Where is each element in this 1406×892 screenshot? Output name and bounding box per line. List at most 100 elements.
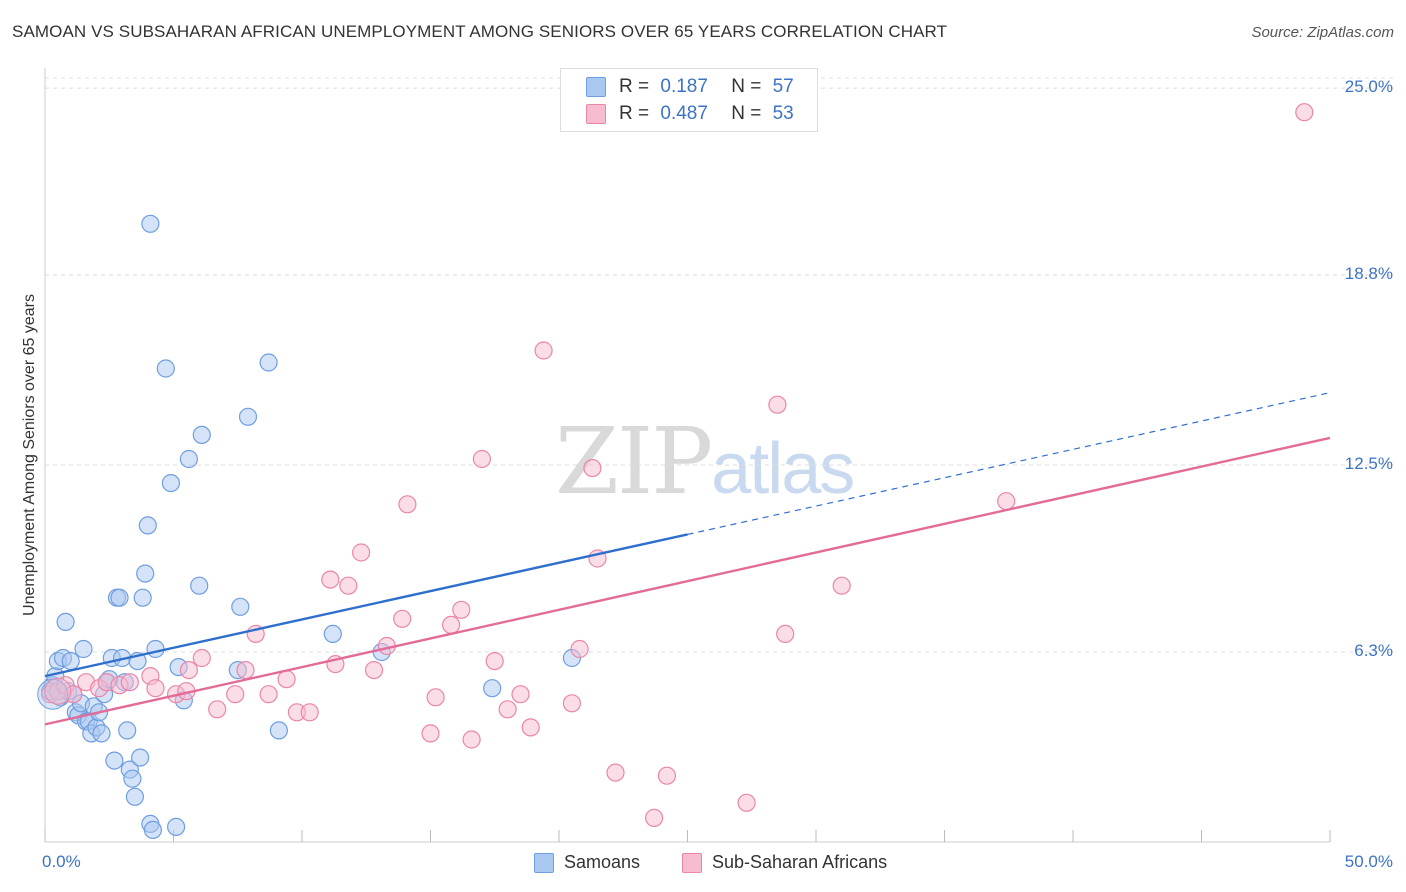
samoan-point-36 bbox=[133, 588, 152, 607]
legend-label-subsaharan: Sub-Saharan Africans bbox=[712, 852, 888, 872]
subsaharan-point-44 bbox=[583, 459, 602, 478]
subsaharan-point-37 bbox=[485, 651, 504, 671]
legend-text-samoans: R = 0.187 N = 57 bbox=[619, 76, 794, 98]
legend-swatch-samoans bbox=[586, 77, 606, 97]
correlation-legend: R = 0.187 N = 57 R = 0.487 N = 53 bbox=[560, 68, 818, 132]
chart-title: SAMOAN VS SUBSAHARAN AFRICAN UNEMPLOYMEN… bbox=[12, 22, 948, 41]
samoan-point-51 bbox=[238, 407, 258, 426]
subsaharan-point-8 bbox=[120, 673, 139, 692]
y-tick-label: 6.3% bbox=[1354, 641, 1393, 661]
samoan-point-47 bbox=[190, 576, 209, 595]
watermark: ZIPatlas bbox=[555, 408, 855, 515]
samoan-point-43 bbox=[167, 817, 186, 837]
subsaharan-point-10 bbox=[146, 679, 165, 698]
subsaharan-point-14 bbox=[192, 648, 211, 668]
subsaharan-point-31 bbox=[421, 724, 440, 743]
subsaharan-point-51 bbox=[776, 624, 795, 644]
samoan-point-37 bbox=[136, 564, 155, 583]
subsaharan-point-33 bbox=[442, 615, 461, 635]
subsaharan-point-54 bbox=[1295, 103, 1314, 122]
axes bbox=[44, 68, 1331, 843]
subsaharan-point-34 bbox=[452, 600, 471, 619]
subsaharan-point-50 bbox=[768, 395, 787, 414]
subsaharan-point-52 bbox=[832, 576, 851, 595]
legend-item-subsaharan[interactable]: Sub-Saharan Africans bbox=[682, 852, 887, 873]
samoan-point-35 bbox=[131, 748, 150, 767]
series-legend: Samoans Sub-Saharan Africans bbox=[0, 852, 1406, 876]
samoan-point-54 bbox=[323, 624, 342, 644]
n-label: N = bbox=[731, 103, 762, 124]
legend-swatch-samoans bbox=[534, 852, 554, 873]
subsaharan-point-17 bbox=[236, 660, 255, 680]
samoan-point-32 bbox=[123, 769, 142, 788]
samoan-point-56 bbox=[483, 679, 502, 698]
subsaharan-point-43 bbox=[570, 639, 589, 659]
subsaharan-point-47 bbox=[644, 808, 664, 828]
r-label: R = bbox=[619, 103, 650, 124]
subsaharan-point-30 bbox=[398, 495, 417, 514]
subsaharan-point-26 bbox=[352, 543, 371, 562]
legend-item-samoans[interactable]: Samoans bbox=[534, 852, 640, 873]
subsaharan-point-38 bbox=[498, 700, 517, 719]
legend-text-subsaharan: R = 0.487 N = 53 bbox=[619, 103, 794, 125]
subsaharan-point-48 bbox=[657, 766, 677, 785]
n-label: N = bbox=[731, 76, 762, 97]
samoan-point-58 bbox=[138, 516, 157, 535]
samoan-point-59 bbox=[141, 214, 160, 233]
subsaharan-point-15 bbox=[208, 700, 227, 719]
trendlines bbox=[44, 392, 1331, 726]
subsaharan-point-42 bbox=[562, 694, 582, 713]
subsaharan-point-35 bbox=[462, 730, 481, 749]
samoan-point-46 bbox=[179, 449, 198, 469]
subsaharan-point-29 bbox=[393, 609, 412, 628]
x-tick-label: 50.0% bbox=[1344, 852, 1393, 871]
subsaharan-point-53 bbox=[997, 492, 1016, 511]
y-tick-label: 25.0% bbox=[1344, 77, 1393, 97]
n-value-subsaharan: 53 bbox=[772, 103, 794, 124]
subsaharan-point-40 bbox=[521, 718, 540, 737]
subsaharan-point-23 bbox=[321, 570, 340, 589]
samoan-point-42 bbox=[161, 474, 180, 493]
r-value-samoans: 0.187 bbox=[660, 76, 708, 97]
watermark-atlas: atlas bbox=[711, 429, 855, 509]
subsaharan-point-22 bbox=[300, 703, 319, 722]
samoan-point-13 bbox=[74, 639, 93, 659]
subsaharan-cluster-point bbox=[44, 677, 72, 705]
subsaharan-point-49 bbox=[737, 793, 756, 812]
data-points bbox=[37, 103, 1314, 840]
gridlines bbox=[45, 77, 1395, 653]
x-tick-label: 0.0% bbox=[42, 852, 81, 871]
samoan-point-50 bbox=[231, 597, 250, 616]
samoan-point-8 bbox=[61, 651, 80, 671]
samoan-point-40 bbox=[146, 639, 165, 659]
legend-swatch-subsaharan bbox=[586, 104, 606, 124]
samoan-point-27 bbox=[110, 588, 129, 607]
r-label: R = bbox=[619, 76, 650, 97]
subsaharan-point-13 bbox=[179, 660, 198, 680]
samoan-point-39 bbox=[143, 820, 162, 840]
samoan-trendline bbox=[44, 533, 688, 678]
subsaharan-point-25 bbox=[339, 576, 358, 595]
subsaharan-point-36 bbox=[472, 449, 491, 469]
samoan-point-20 bbox=[92, 724, 111, 743]
subsaharan-point-46 bbox=[606, 763, 625, 782]
subsaharan-point-20 bbox=[277, 670, 296, 689]
y-tick-label: 18.8% bbox=[1344, 264, 1393, 284]
subsaharan-point-16 bbox=[226, 685, 245, 704]
legend-swatch-subsaharan bbox=[682, 852, 702, 873]
y-axis-label: Unemployment Among Seniors over 65 years bbox=[21, 294, 38, 616]
watermark-zip: ZIP bbox=[555, 408, 713, 515]
subsaharan-point-39 bbox=[511, 685, 530, 704]
subsaharan-point-27 bbox=[364, 660, 384, 680]
samoan-point-33 bbox=[125, 787, 144, 806]
legend-label-samoans: Samoans bbox=[564, 852, 641, 872]
subsaharan-point-32 bbox=[426, 688, 445, 707]
samoan-point-25 bbox=[105, 751, 124, 770]
samoan-point-6 bbox=[56, 612, 75, 632]
samoan-point-41 bbox=[156, 359, 175, 378]
n-value-samoans: 57 bbox=[772, 76, 794, 97]
samoan-trendline-extension bbox=[687, 392, 1331, 535]
samoan-point-52 bbox=[259, 353, 278, 372]
subsaharan-point-41 bbox=[534, 341, 553, 360]
